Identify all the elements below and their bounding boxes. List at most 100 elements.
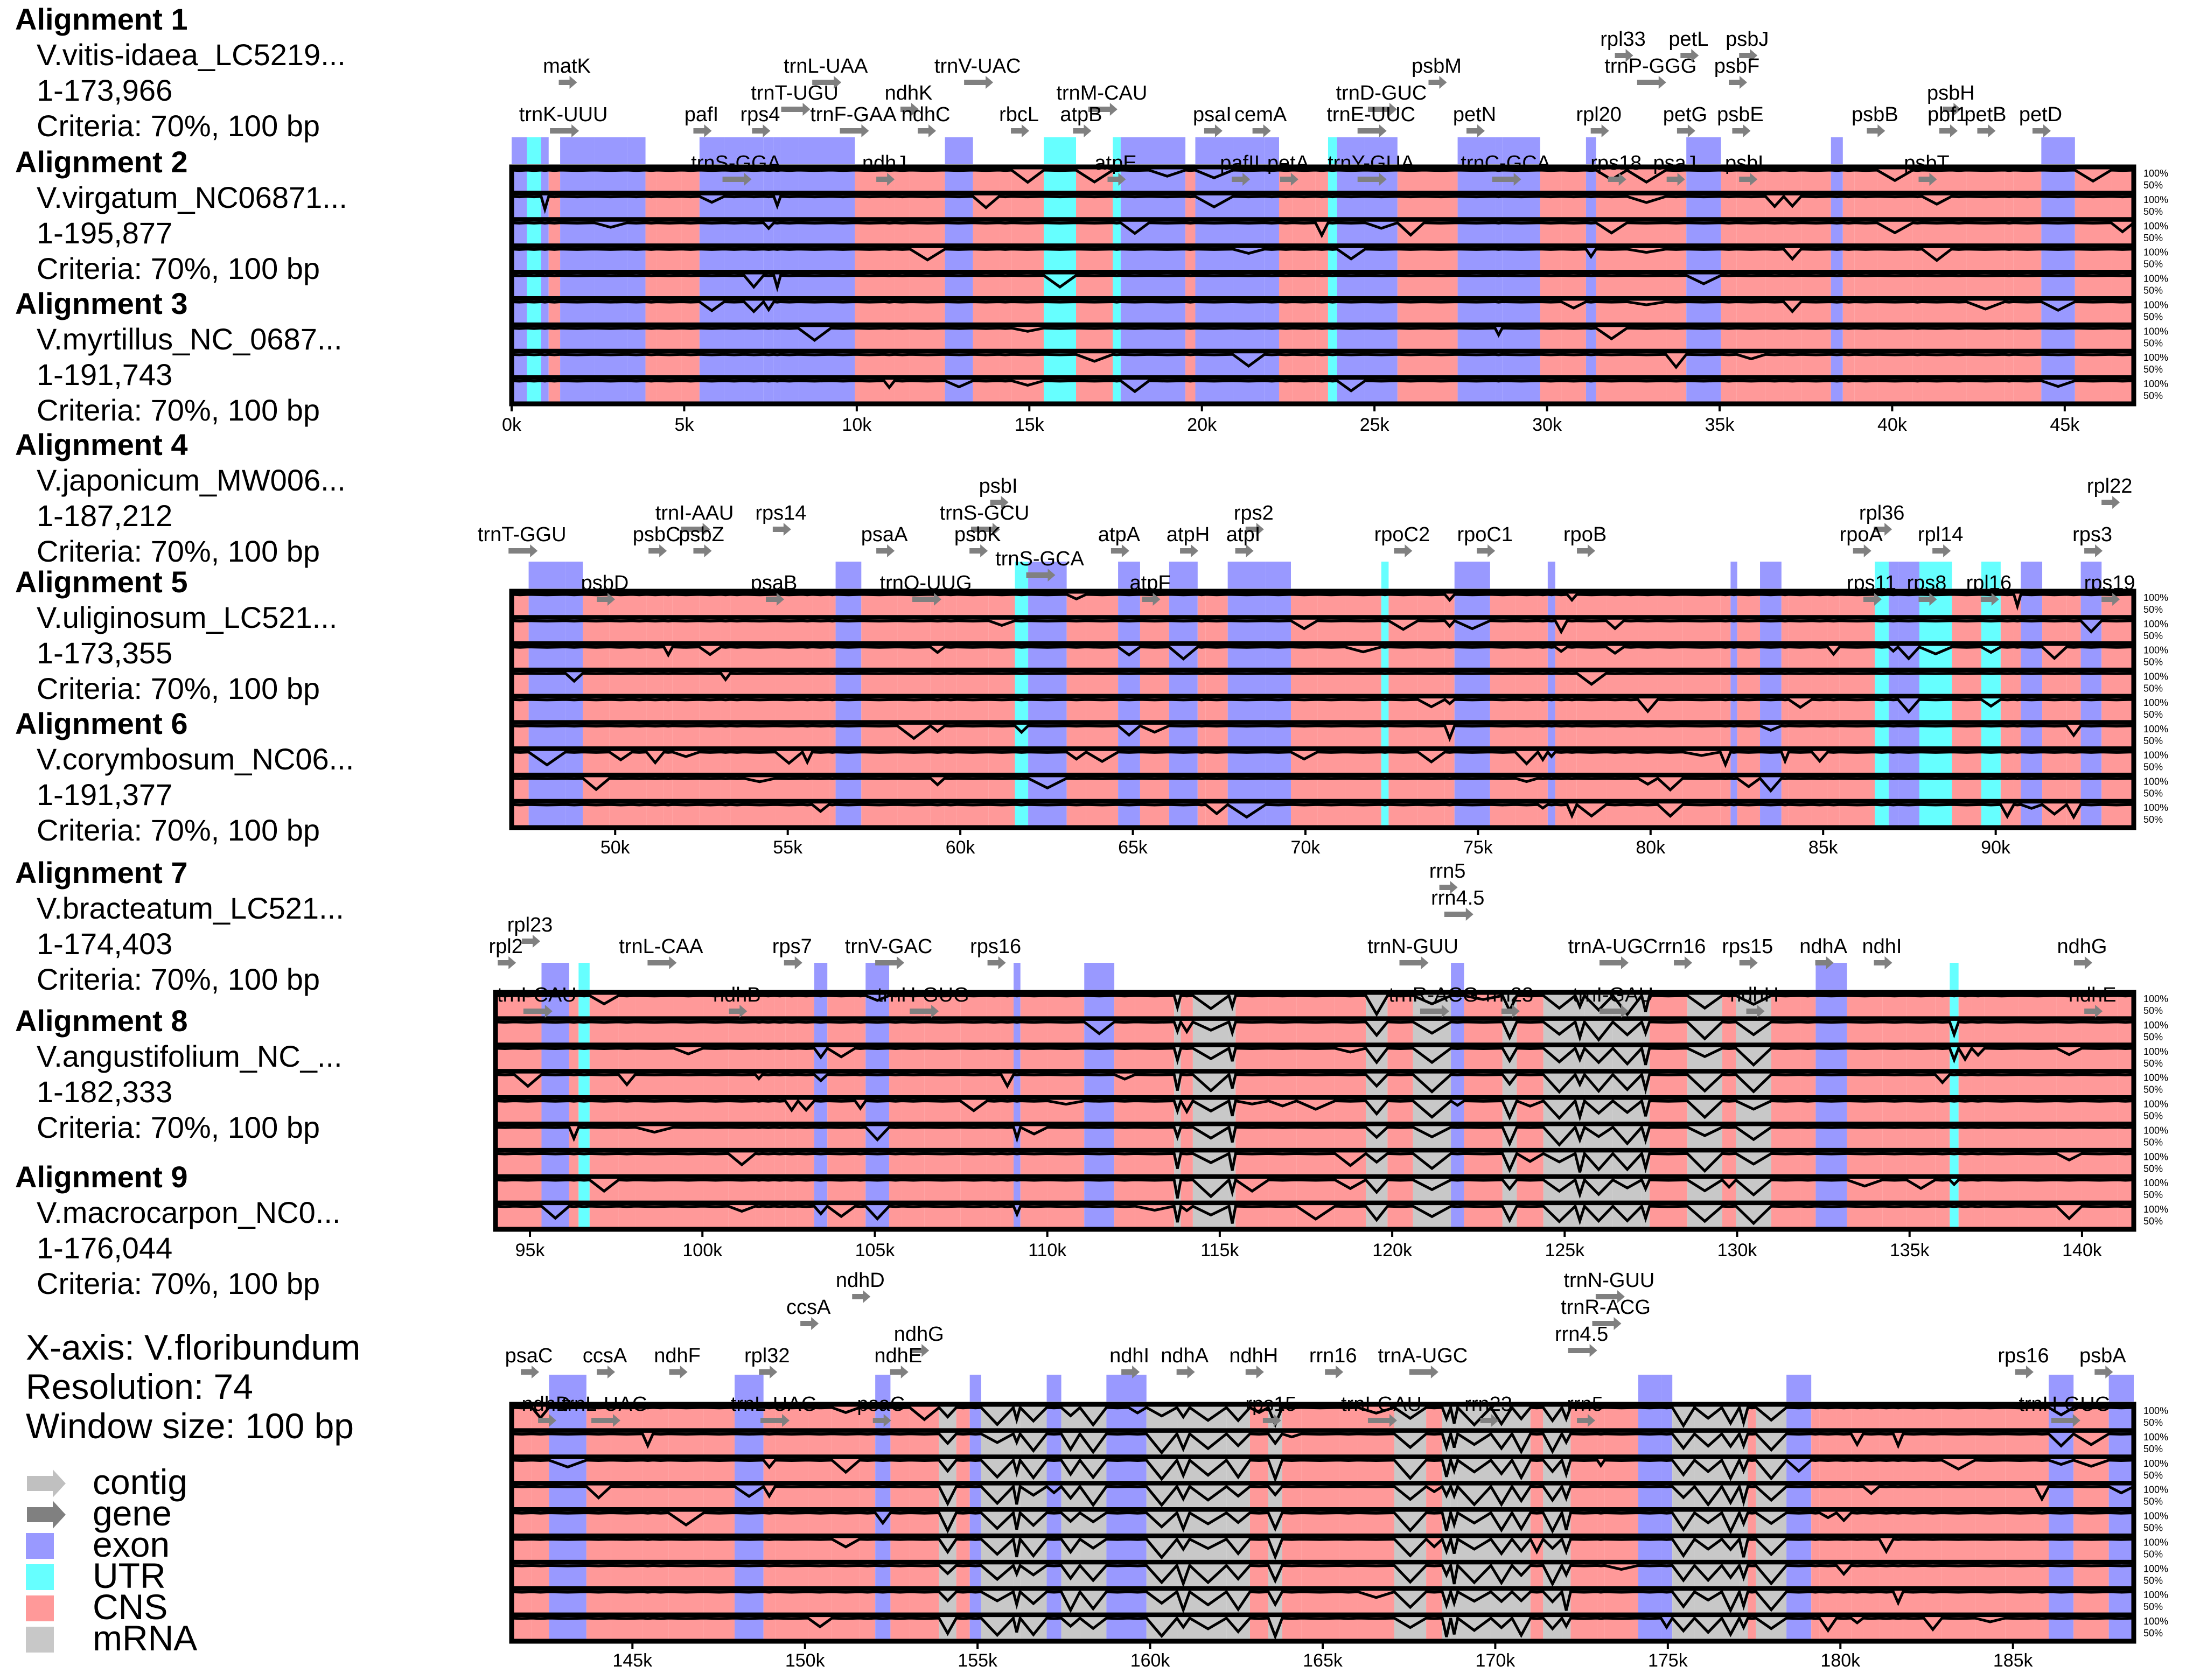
track-fill: [1464, 1020, 1503, 1043]
exon-block: [2041, 137, 2075, 164]
exon-block: [2049, 1375, 2074, 1402]
track-fill: [2101, 803, 2132, 825]
track-fill: [924, 1152, 961, 1175]
track-fill: [2013, 327, 2042, 349]
track-fill: [514, 1126, 542, 1149]
track-fill: [1315, 195, 1328, 218]
track-fill: [728, 1073, 756, 1096]
gene-label: trnS-GCA: [995, 548, 1084, 570]
track-fill: [1301, 1406, 1339, 1429]
track-fill: [1235, 1152, 1269, 1175]
track-fill: [1941, 1432, 1975, 1455]
track-fill: [774, 995, 786, 1017]
track-fill: [1737, 698, 1761, 720]
track-fill: [1819, 1485, 1837, 1508]
track-fill: [532, 1538, 549, 1560]
track-fill: [541, 353, 549, 376]
track-label-top: 100%: [2143, 750, 2168, 761]
xaxis-label: X-axis: V.floribundum: [26, 1327, 360, 1367]
track-fill: [1893, 1485, 1903, 1508]
track-fill: [1941, 1406, 1975, 1429]
gene-label: psaI: [1193, 103, 1232, 126]
gene-arrow: [970, 523, 1000, 536]
track-fill: [586, 1564, 611, 1587]
track-fill: [1722, 1100, 1736, 1122]
track-fill: [1906, 1047, 1936, 1069]
track-label-bottom: 50%: [2143, 1523, 2163, 1534]
track-fill: [1720, 672, 1731, 695]
track-fill: [1530, 1511, 1544, 1534]
track-fill: [1658, 646, 1683, 668]
track-fill: [730, 619, 744, 642]
track-fill: [1388, 724, 1418, 747]
track-fill: [2111, 327, 2134, 349]
panel-1: 100%50%100%50%100%50%100%50%100%50%100%5…: [502, 28, 2168, 435]
track-fill: [1296, 1020, 1335, 1043]
track-fill: [703, 1047, 729, 1069]
axis-tick-label: 105k: [855, 1240, 896, 1261]
track-fill: [1924, 1564, 1942, 1587]
legend-CNS-label: CNS: [93, 1587, 167, 1627]
track-fill: [1264, 327, 1279, 349]
track-fill: [1561, 327, 1586, 349]
track-fill: [910, 1485, 939, 1508]
track-fill: [1877, 327, 1913, 349]
track-fill: [2013, 169, 2042, 191]
track-fill: [635, 1179, 674, 1201]
track-V.myrtillus: 100%50%: [511, 645, 2168, 673]
track-fill: [1530, 1617, 1544, 1639]
gene-label: petB: [1964, 103, 2006, 126]
track-fill: [973, 169, 1000, 191]
track-fill: [744, 248, 764, 270]
track-fill: [755, 1152, 763, 1175]
track-fill: [1661, 1511, 1673, 1534]
gene-label: trnA-UGC: [1378, 1345, 1468, 1367]
gene-label: ndhF: [654, 1345, 701, 1367]
track-fill: [495, 995, 514, 1017]
track-fill: [2041, 169, 2075, 191]
track-fill: [1812, 803, 1828, 825]
track-fill: [541, 274, 549, 297]
track-fill: [1730, 724, 1737, 747]
track-fill: [1722, 1047, 1736, 1069]
track-fill: [1495, 300, 1503, 323]
track-fill: [2082, 1020, 2118, 1043]
track-fill: [1358, 1511, 1395, 1534]
gene-arrow: [1409, 1366, 1438, 1378]
track-fill: [2035, 1591, 2049, 1613]
track-fill: [1084, 1073, 1115, 1096]
track-fill: [945, 300, 973, 323]
track-fill: [1001, 1152, 1014, 1175]
track-fill: [645, 274, 657, 297]
track-fill: [1975, 1511, 2006, 1534]
resolution-label: Resolution: 74: [26, 1367, 253, 1406]
track-fill: [1397, 248, 1424, 270]
track-fill: [1941, 1538, 1975, 1560]
track-fill: [1413, 1047, 1451, 1069]
track-fill: [541, 1047, 569, 1069]
track-fill: [1113, 248, 1121, 270]
track-fill: [721, 593, 731, 615]
track-fill: [860, 1564, 876, 1587]
track-fill: [2101, 646, 2132, 668]
track-fill: [1922, 380, 1952, 402]
track-fill: [1185, 300, 1196, 323]
track-fill: [1397, 274, 1424, 297]
track-fill: [1638, 803, 1658, 825]
track-fill: [594, 300, 627, 323]
track-fill: [1543, 1047, 1575, 1069]
track-fill: [1011, 274, 1044, 297]
track-fill: [2005, 1591, 2035, 1613]
track-fill: [829, 751, 836, 773]
track-fill: [541, 1100, 569, 1122]
track-fill: [1686, 380, 1721, 402]
track-fill: [1720, 646, 1731, 668]
track-fill: [1301, 1485, 1339, 1508]
exon-block: [594, 137, 627, 164]
track-fill: [1919, 619, 1952, 642]
track-fill: [1538, 672, 1548, 695]
track-fill: [1638, 1511, 1661, 1534]
track-fill: [1638, 593, 1658, 615]
track-fill: [1388, 803, 1418, 825]
track-fill: [548, 248, 561, 270]
